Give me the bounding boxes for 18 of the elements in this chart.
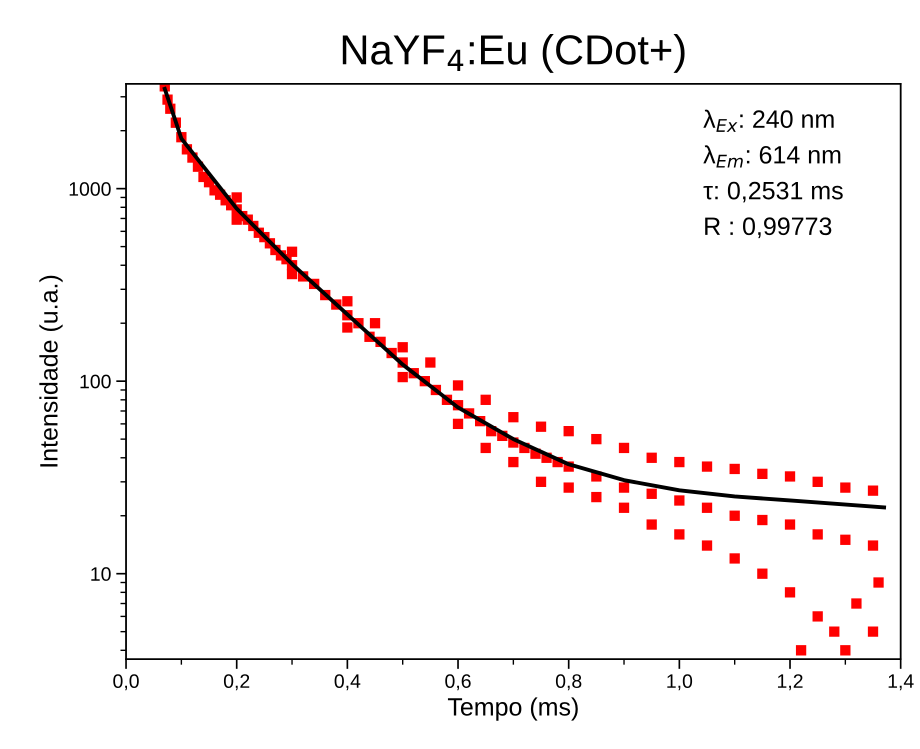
x-tick-label: 0,8: [556, 674, 582, 690]
x-tick-label: 1,0: [667, 674, 692, 690]
y-axis-title: Intensidade (u.a.): [39, 276, 63, 466]
x-tick-label: 1,4: [888, 674, 914, 690]
y-tick-label: 100: [80, 374, 111, 388]
x-tick-label: 0,6: [445, 674, 471, 690]
annotation: τ: 0,2531 ms: [704, 182, 843, 202]
x-tick-label: 0,0: [113, 674, 139, 690]
x-tick-label: 0,4: [334, 674, 360, 690]
x-tick-label: 1,2: [778, 674, 803, 690]
chart-title: NaYF$_{4}$:Eu (CDot+): [342, 34, 685, 73]
y-tick-label: 1000: [70, 182, 111, 196]
annotation: λ$_{Ex}$: 240 nm: [703, 110, 834, 132]
annotation: λ$_{Em}$: 614 nm: [703, 145, 840, 168]
x-axis-title: Tempo (ms): [448, 697, 578, 721]
y-tick-label: 10: [91, 567, 111, 581]
annotation: R : 0,99773: [705, 217, 832, 238]
x-tick-label: 0,2: [224, 674, 250, 690]
